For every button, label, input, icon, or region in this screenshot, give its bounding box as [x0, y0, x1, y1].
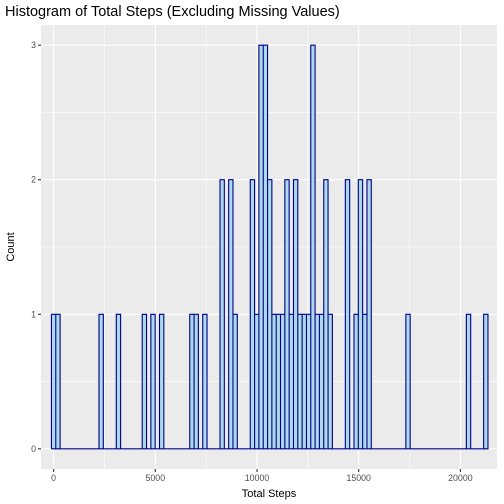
histogram-bar — [250, 180, 254, 449]
histogram-bar — [263, 45, 267, 449]
y-tick-label: 2 — [31, 175, 36, 185]
histogram-bar — [358, 180, 362, 449]
y-tick-label: 3 — [31, 40, 36, 50]
x-tick-label: 5000 — [146, 473, 166, 483]
histogram-bar — [484, 314, 488, 449]
histogram-bar — [272, 314, 276, 449]
histogram-bar — [51, 314, 55, 449]
histogram-bar — [220, 180, 224, 449]
histogram-bar — [255, 314, 259, 449]
histogram-bar — [151, 314, 155, 449]
y-tick-label: 0 — [31, 444, 36, 454]
x-tick-label: 10000 — [245, 473, 270, 483]
histogram-bar — [324, 180, 328, 449]
histogram-bar — [229, 180, 233, 449]
histogram-bar — [289, 314, 293, 449]
histogram-bar — [276, 314, 280, 449]
histogram-bar — [363, 314, 367, 449]
histogram-bar — [406, 314, 410, 449]
histogram-bar — [259, 45, 263, 449]
histogram-bar — [285, 180, 289, 449]
histogram-bar — [302, 314, 306, 449]
y-axis-title: Count — [5, 232, 17, 261]
histogram-bar — [466, 314, 470, 449]
chart-title: Histogram of Total Steps (Excluding Miss… — [5, 4, 340, 20]
histogram-bar — [328, 314, 332, 449]
histogram-bar — [116, 314, 120, 449]
histogram-bar — [281, 314, 285, 449]
histogram-bar — [315, 314, 319, 449]
x-axis-title: Total Steps — [242, 488, 297, 500]
histogram-bar — [203, 314, 207, 449]
histogram-bar — [311, 45, 315, 449]
histogram-bar — [268, 180, 272, 449]
histogram-bar — [306, 314, 310, 449]
histogram-bar — [354, 314, 358, 449]
histogram-bar — [160, 314, 164, 449]
histogram-bar — [56, 314, 60, 449]
histogram-bar — [345, 180, 349, 449]
histogram-bar — [293, 180, 297, 449]
y-tick-label: 1 — [31, 309, 36, 319]
histogram-bar — [367, 180, 371, 449]
histogram-bar — [99, 314, 103, 449]
y-axis: 0 1 2 3 — [31, 40, 41, 454]
histogram-bar — [190, 314, 194, 449]
histogram-bar — [233, 314, 237, 449]
histogram-bar — [319, 314, 323, 449]
x-tick-label: 15000 — [346, 473, 371, 483]
histogram-bar — [142, 314, 146, 449]
x-tick-label: 20000 — [448, 473, 473, 483]
histogram-bar — [298, 314, 302, 449]
x-axis: 0 5000 10000 15000 20000 — [51, 469, 473, 483]
x-tick-label: 0 — [51, 473, 56, 483]
histogram-bar — [194, 314, 198, 449]
